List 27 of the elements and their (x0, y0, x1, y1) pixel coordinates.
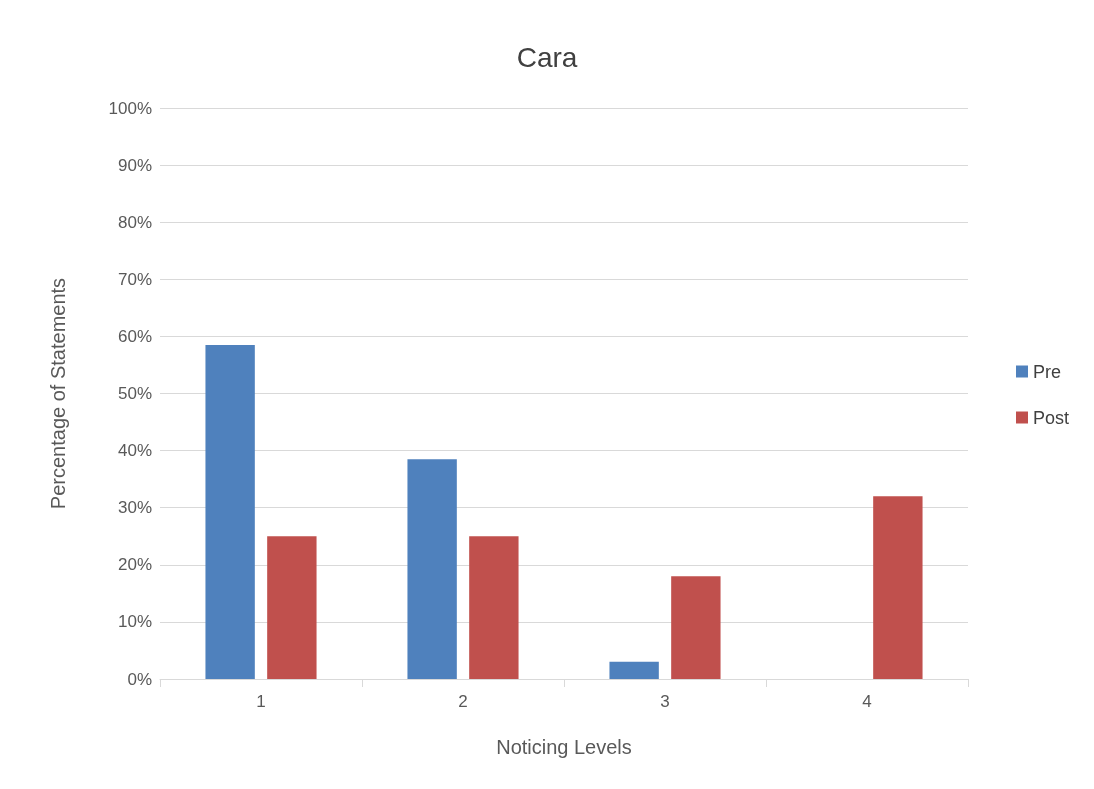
x-tick-label: 4 (862, 692, 872, 711)
y-tick-label: 20% (117, 555, 152, 575)
y-tick-label: 100% (108, 98, 152, 118)
x-axis-title: Noticing Levels (496, 736, 632, 758)
legend-label: Post (1032, 407, 1070, 428)
bar (609, 661, 659, 679)
y-tick-label: 90% (117, 155, 152, 175)
x-tick-label: 2 (458, 692, 468, 711)
y-tick-label: 40% (117, 441, 152, 461)
y-tick-label: 60% (117, 326, 152, 346)
y-tick-label: 30% (117, 498, 152, 518)
y-tick-label: 70% (117, 269, 152, 289)
y-tick-label: 10% (117, 612, 152, 632)
y-tick-label: 50% (117, 384, 152, 403)
x-tick-label: 3 (660, 692, 670, 711)
bar (205, 344, 255, 679)
bar (671, 576, 721, 679)
bar (407, 459, 457, 679)
bar (267, 536, 317, 679)
legend-label: Pre (1032, 361, 1061, 382)
bar (873, 496, 923, 679)
y-tick-label: 80% (117, 212, 152, 232)
y-axis-title: Percentage of Statements (47, 277, 69, 510)
x-tick-label: 1 (256, 692, 266, 711)
bar (469, 536, 519, 679)
chart-title: Cara (516, 41, 578, 73)
y-tick-label: 0% (127, 669, 152, 689)
